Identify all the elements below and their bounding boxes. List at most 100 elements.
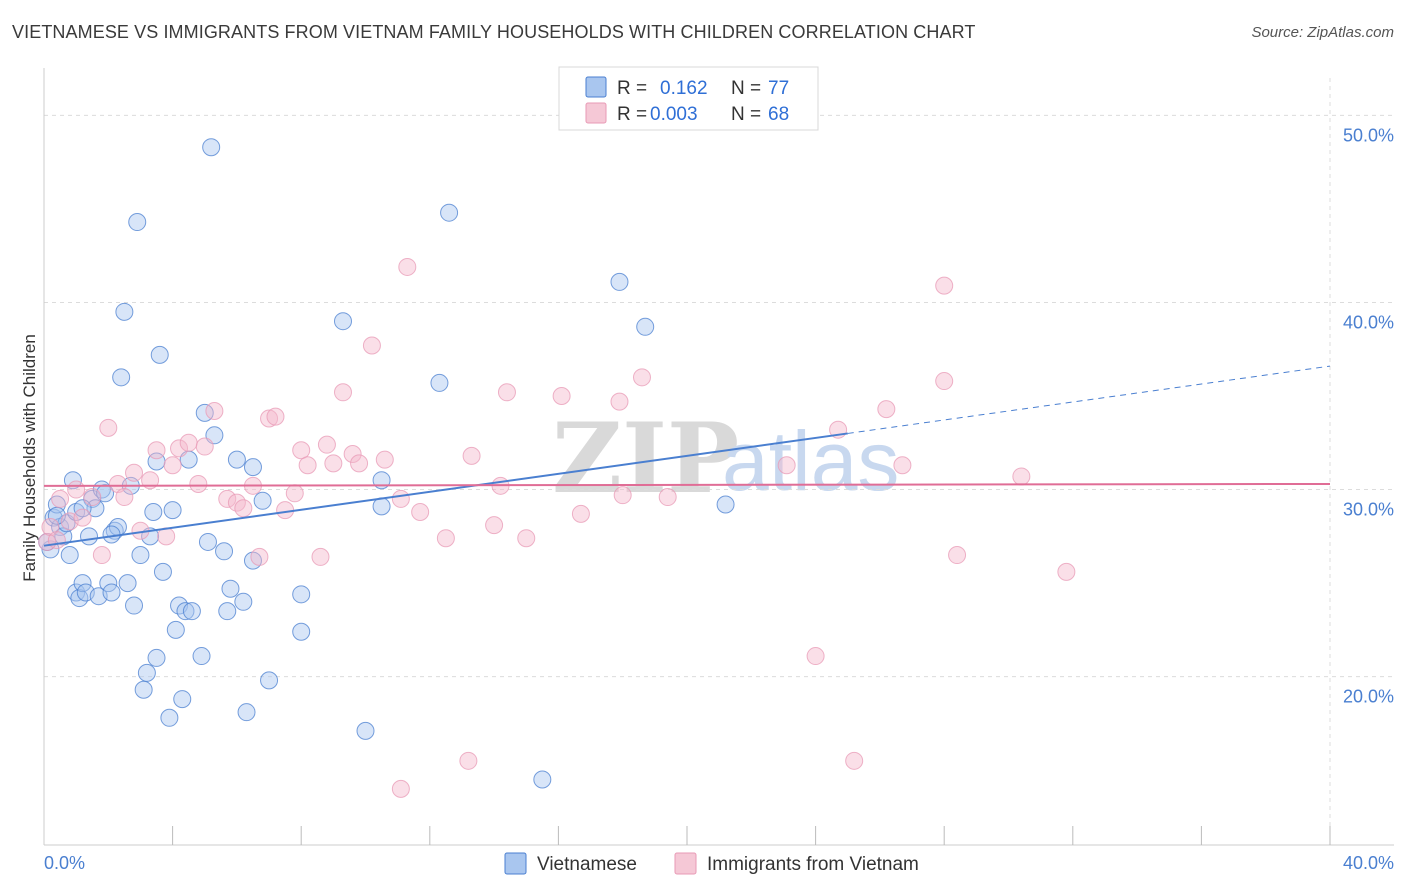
point-immigrants [125,463,144,482]
point-vietnamese [192,647,211,666]
legend-r-value-1: 0.003 [650,104,698,125]
legend-r-value-0: 0.162 [660,78,708,99]
point-vietnamese [292,585,311,604]
point-immigrants [610,392,629,411]
point-immigrants [362,336,381,355]
point-immigrants [298,456,317,475]
y-tick-label: 20.0% [1343,687,1394,707]
point-vietnamese [125,596,144,615]
point-vietnamese [102,583,121,602]
x-tick-label-max: 40.0% [1343,853,1394,873]
point-immigrants [324,454,343,473]
point-vietnamese [173,690,192,709]
point-vietnamese [533,770,552,789]
point-immigrants [73,508,92,527]
y-tick-label: 40.0% [1343,312,1394,332]
point-immigrants [462,446,481,465]
point-immigrants [311,547,330,566]
y-tick-label: 30.0% [1343,500,1394,520]
point-vietnamese [60,546,79,565]
legend-n-label-1: N = [731,104,761,125]
point-immigrants [459,751,478,770]
point-vietnamese [227,450,246,469]
point-vietnamese [253,491,272,510]
point-immigrants [234,499,253,518]
point-immigrants [99,418,118,437]
point-vietnamese [150,345,169,364]
point-immigrants [343,445,362,464]
axes [43,68,1394,846]
y-axis-label: Family Households with Children [20,334,39,582]
watermark-zip: ZIP [552,402,739,515]
point-immigrants [266,407,285,426]
point-vietnamese [160,708,179,727]
point-vietnamese [260,671,279,690]
watermark-atlas: atlas [722,414,899,508]
legend-r-label-1: R = [617,104,647,125]
point-vietnamese [218,602,237,621]
point-vietnamese [202,138,221,157]
point-immigrants [935,276,954,295]
point-vietnamese [128,213,147,232]
point-immigrants [285,484,304,503]
bottom-legend: Vietnamese Immigrants from Vietnam [504,852,919,875]
point-immigrants [141,471,160,490]
point-immigrants [613,486,632,505]
point-immigrants [83,488,102,507]
point-immigrants [41,517,60,536]
point-vietnamese [166,620,185,639]
point-immigrants [436,529,455,548]
point-immigrants [205,401,224,420]
point-vietnamese [99,574,118,593]
point-immigrants [485,516,504,535]
point-immigrants [195,437,214,456]
point-vietnamese [372,497,391,516]
legend-n-label-0: N = [731,78,761,99]
point-vietnamese [73,574,92,593]
y-tick-labels: 20.0% 30.0% 40.0% 50.0% [1343,125,1394,706]
point-immigrants [179,433,198,452]
point-vietnamese [80,527,99,546]
point-vietnamese [176,602,195,621]
point-immigrants [658,488,677,507]
point-vietnamese [144,503,163,522]
point-immigrants [1012,467,1031,486]
point-immigrants [877,400,896,419]
point-vietnamese [610,272,629,291]
point-immigrants [108,474,127,493]
point-vietnamese [243,458,262,477]
point-vietnamese [716,495,735,514]
point-vietnamese [292,622,311,641]
point-immigrants [497,383,516,402]
point-immigrants [333,383,352,402]
point-immigrants [777,456,796,475]
point-vietnamese [63,471,82,490]
point-immigrants [517,529,536,548]
trend-line-vietnamese-extension [847,365,1331,434]
watermark: ZIP atlas [552,402,899,515]
point-immigrants [398,257,417,276]
point-immigrants [147,441,166,460]
legend: R = 0.162 N = 77 R = 0.003 N = 68 [558,66,819,131]
point-vietnamese [234,592,253,611]
point-vietnamese [153,562,172,581]
point-immigrants [893,456,912,475]
point-immigrants [67,480,86,499]
point-immigrants [51,489,70,508]
source-label: Source: ZipAtlas.com [1251,24,1394,41]
point-vietnamese [221,579,240,598]
point-vietnamese [115,302,134,321]
trend-line-vietnamese [43,432,848,547]
point-immigrants [115,488,134,507]
point-immigrants [552,387,571,406]
point-immigrants [375,450,394,469]
bottom-legend-label-vietnamese: Vietnamese [537,854,637,875]
point-immigrants [163,456,182,475]
point-immigrants [92,546,111,565]
point-vietnamese [356,721,375,740]
point-immigrants [260,409,279,428]
point-vietnamese [182,602,201,621]
point-vietnamese [134,680,153,699]
point-immigrants [350,454,369,473]
